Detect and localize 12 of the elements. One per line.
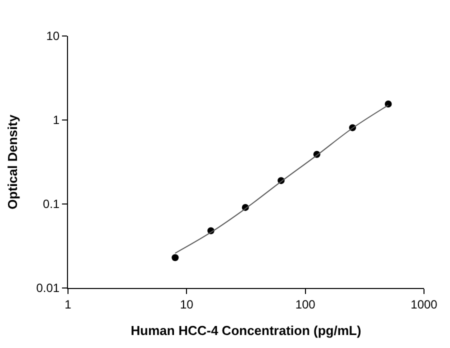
- x-tick-label: 10: [180, 297, 194, 312]
- y-axis-title: Optical Density: [5, 114, 20, 210]
- y-tick-label: 10: [46, 29, 60, 44]
- x-axis-title: Human HCC-4 Concentration (pg/mL): [130, 323, 362, 338]
- x-tick-label: 1000: [410, 297, 438, 312]
- y-tick-label: 1: [52, 113, 60, 128]
- y-tick-label: 0.1: [42, 197, 60, 212]
- point: [172, 254, 179, 262]
- y-tick-label: 0.01: [36, 281, 60, 296]
- point: [384, 100, 392, 108]
- x-tick-label: 1: [64, 297, 72, 312]
- x-tick-label: 100: [295, 297, 316, 312]
